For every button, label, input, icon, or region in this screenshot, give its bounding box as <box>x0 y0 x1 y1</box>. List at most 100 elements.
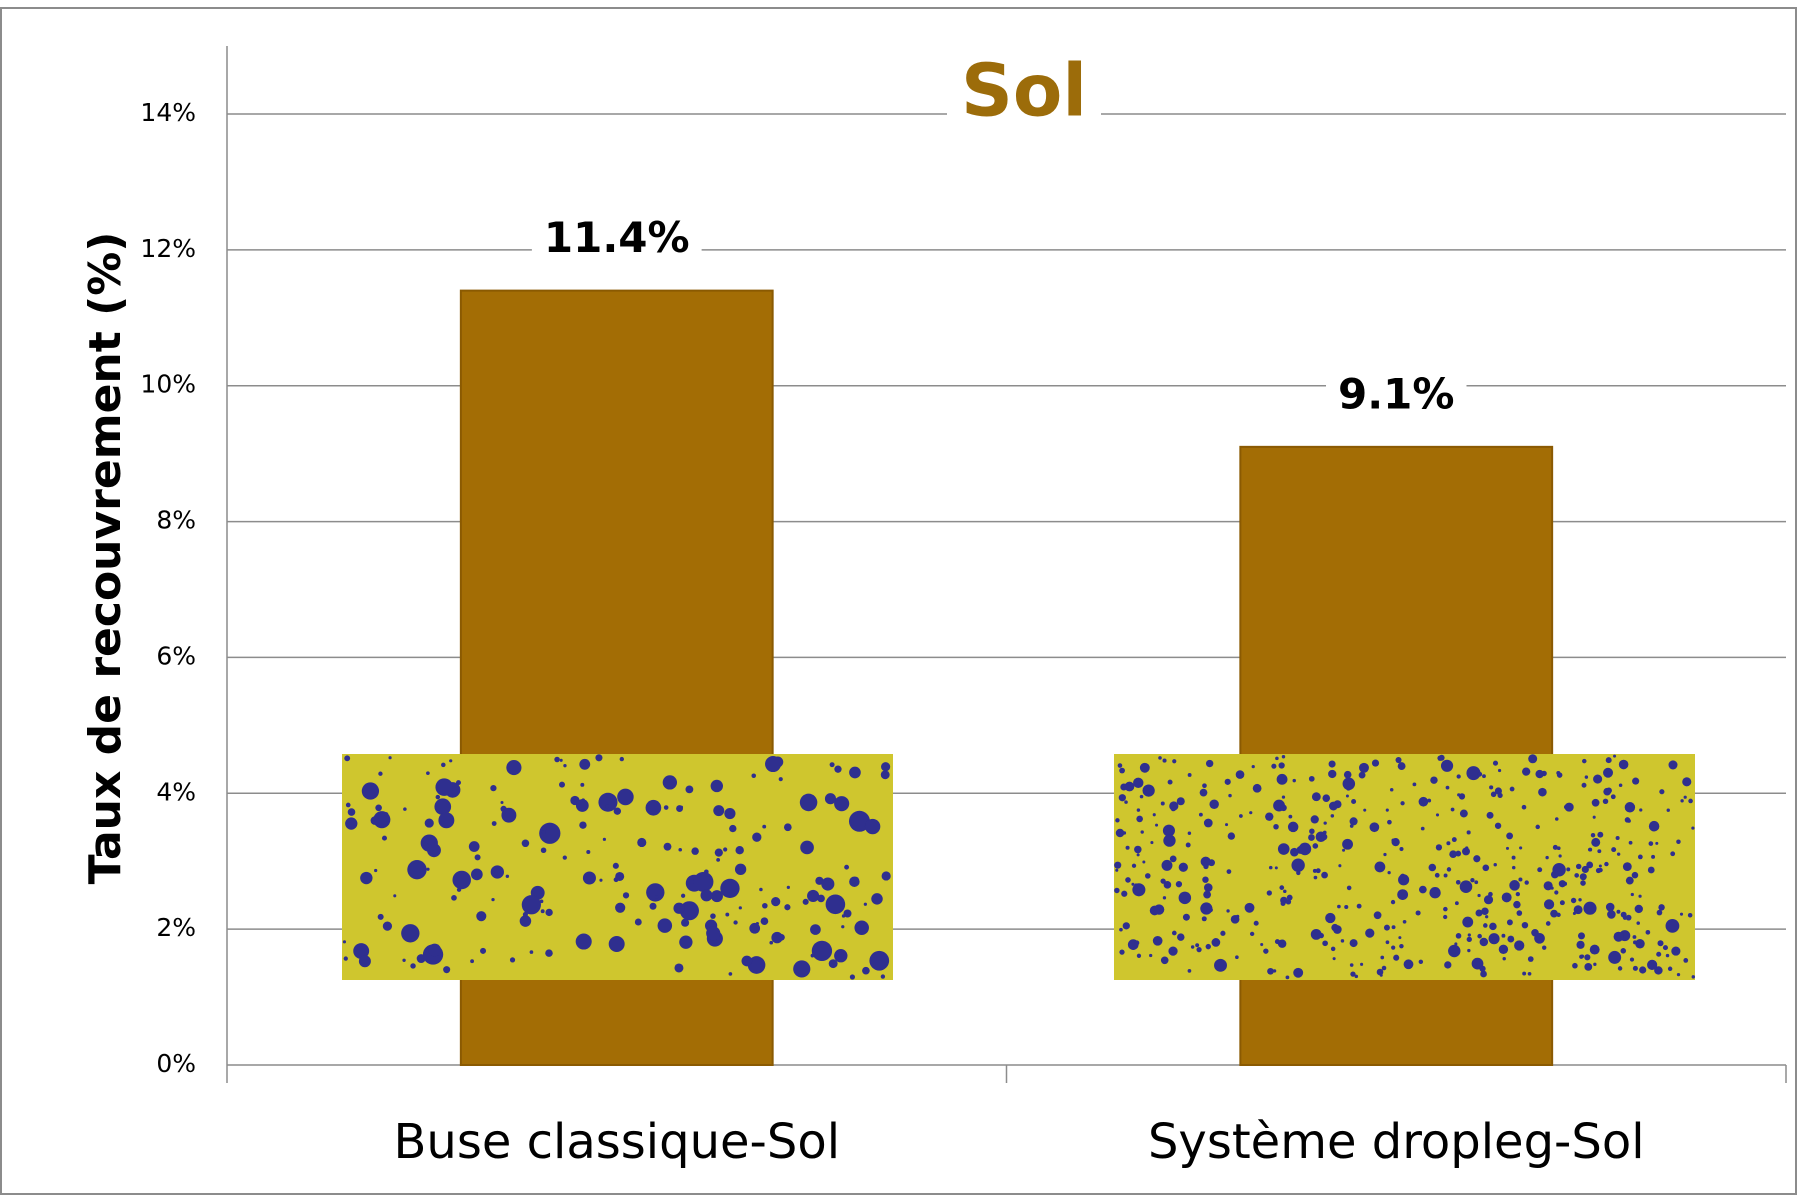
droplet <box>559 782 565 788</box>
droplet <box>1124 800 1128 804</box>
droplet <box>1140 763 1150 773</box>
droplet <box>1309 776 1315 782</box>
droplet <box>1670 851 1675 856</box>
droplet <box>1404 959 1414 969</box>
droplet <box>1583 902 1596 915</box>
droplet <box>1487 812 1494 819</box>
droplet <box>1206 944 1211 949</box>
droplet <box>423 843 429 849</box>
droplet <box>1391 900 1395 904</box>
droplet <box>830 762 835 767</box>
droplet <box>710 913 716 919</box>
droplet <box>1141 830 1144 833</box>
droplet <box>1275 757 1279 761</box>
droplet <box>1629 841 1633 845</box>
droplet <box>1683 958 1688 963</box>
page: 0%2%4%6%8%10%12%14%SolBuse classique-Sol… <box>0 0 1804 1195</box>
droplet <box>1177 933 1185 941</box>
droplet <box>1635 905 1643 913</box>
droplet <box>1599 864 1602 867</box>
droplet <box>382 836 387 841</box>
droplet <box>1430 776 1437 783</box>
droplet <box>1123 831 1126 834</box>
droplet <box>1387 820 1392 825</box>
droplet <box>1282 755 1285 758</box>
droplet <box>1596 868 1601 873</box>
droplet <box>1403 920 1407 924</box>
droplet <box>343 940 346 943</box>
droplet <box>541 909 545 913</box>
droplet <box>554 757 560 763</box>
droplet <box>1507 936 1514 943</box>
droplet <box>388 756 391 759</box>
droplet <box>615 872 624 881</box>
droplet <box>490 785 496 791</box>
droplet <box>1633 940 1637 944</box>
droplet <box>1355 975 1359 979</box>
droplet <box>1235 955 1239 959</box>
droplet <box>742 956 753 967</box>
droplet <box>1449 850 1457 858</box>
droplet <box>1188 832 1191 835</box>
droplet <box>1559 854 1562 857</box>
droplet <box>520 915 532 927</box>
droplet <box>436 795 440 799</box>
droplet <box>1172 759 1176 763</box>
droplet <box>1499 945 1508 954</box>
droplet <box>1170 856 1177 863</box>
droplet <box>1625 802 1635 812</box>
droplet <box>1474 880 1478 884</box>
droplet <box>1455 901 1459 905</box>
droplet <box>1384 925 1390 931</box>
droplet <box>1457 774 1461 778</box>
droplet <box>1421 827 1425 831</box>
droplet <box>1617 852 1620 855</box>
droplet <box>1606 903 1615 912</box>
droplet <box>1387 871 1390 874</box>
droplet <box>617 789 634 806</box>
droplet <box>1399 847 1403 851</box>
droplet <box>1337 905 1341 909</box>
droplet <box>1350 824 1354 828</box>
droplet <box>1516 892 1520 896</box>
droplet <box>646 883 664 901</box>
chart-title: Sol <box>961 49 1087 133</box>
droplet <box>1149 954 1152 957</box>
droplet <box>1509 880 1520 891</box>
droplet <box>1135 883 1138 886</box>
droplet <box>362 782 379 799</box>
droplet <box>1494 863 1497 866</box>
droplet <box>1344 905 1348 909</box>
droplet <box>1228 832 1235 839</box>
droplet <box>711 780 723 792</box>
droplet <box>1502 892 1512 902</box>
droplet <box>713 805 724 816</box>
droplet <box>1564 805 1569 810</box>
droplet <box>817 895 825 903</box>
droplet <box>784 904 790 910</box>
droplet <box>700 889 712 901</box>
droplet <box>1551 871 1559 879</box>
droplet <box>1137 850 1140 853</box>
droplet <box>1291 859 1304 872</box>
droplet <box>576 799 589 812</box>
droplet <box>1347 886 1352 891</box>
droplet <box>1680 799 1683 802</box>
droplet <box>1163 896 1166 899</box>
droplet <box>1668 760 1677 769</box>
droplet <box>1477 772 1482 777</box>
droplet <box>443 966 450 973</box>
droplet <box>679 936 692 949</box>
droplet <box>1392 838 1400 846</box>
droplet <box>1623 862 1632 871</box>
droplet <box>865 819 880 834</box>
droplet <box>428 944 441 957</box>
droplet <box>1571 898 1576 903</box>
droplet <box>345 817 357 829</box>
droplet <box>1397 889 1408 900</box>
droplet <box>1168 780 1173 785</box>
droplet <box>1550 910 1558 918</box>
droplet <box>1522 972 1526 976</box>
droplet <box>1133 888 1140 895</box>
droplet <box>1282 796 1285 799</box>
